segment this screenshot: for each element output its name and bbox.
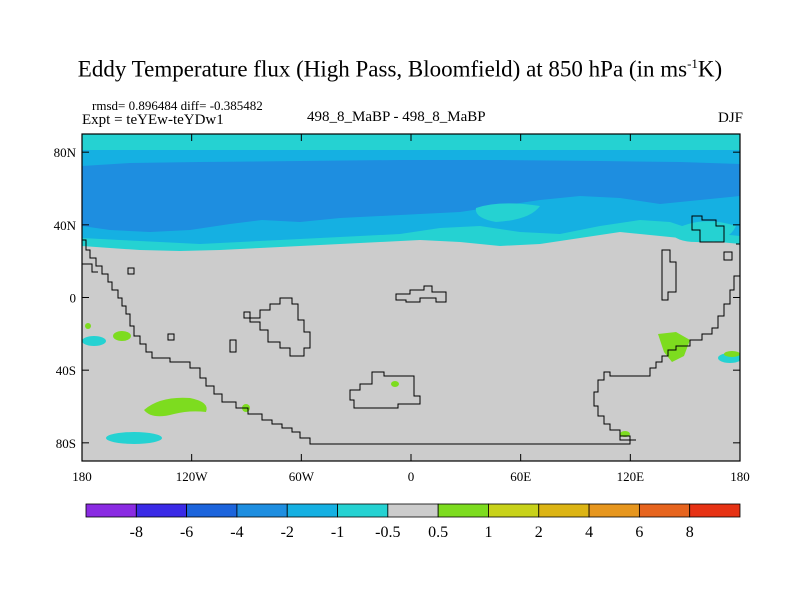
stats-label: rmsd= 0.896484 diff= -0.385482 xyxy=(92,98,263,113)
lon-tick-label: 60W xyxy=(289,469,315,484)
colorbar-swatch xyxy=(186,503,238,518)
colorbar-swatch xyxy=(488,503,540,518)
colorbar-swatch xyxy=(689,503,741,518)
lon-tick-label: 120E xyxy=(617,469,645,484)
patch-weak-north xyxy=(475,203,540,222)
band-strong-north xyxy=(82,160,740,232)
colorbar-swatch xyxy=(236,503,288,518)
latitude-axis: 80N 40N 0 40S 80S xyxy=(54,145,740,451)
colorbar-swatch xyxy=(135,503,188,518)
patch-pos-atlantic xyxy=(391,381,399,387)
colorbar-label: 8 xyxy=(686,524,694,541)
coast-east-box xyxy=(691,215,725,243)
coast-island-3 xyxy=(229,339,237,353)
colorbar-swatch xyxy=(437,503,489,518)
colorbar-swatch xyxy=(588,503,640,518)
coast-west-lower xyxy=(82,263,98,273)
colorbar-label: 1 xyxy=(484,524,492,541)
map-field xyxy=(82,134,740,461)
patch-weak-sw xyxy=(82,336,106,346)
colorbar-swatch xyxy=(85,503,137,518)
coastlines xyxy=(82,215,740,445)
lat-tick-label: 80S xyxy=(56,436,76,451)
colorbar-label: 4 xyxy=(585,524,593,541)
title-superscript: -1 xyxy=(687,56,698,71)
colorbar-label: 0.5 xyxy=(428,524,448,541)
coast-island-2 xyxy=(167,333,175,341)
title-text: Eddy Temperature flux (High Pass, Bloomf… xyxy=(77,56,688,82)
title-text-end: K) xyxy=(697,56,723,82)
colorbar-label: -6 xyxy=(180,524,193,541)
colorbar: -8 -6 -4 -2 -1 -0.5 0.5 1 2 4 6 8 xyxy=(85,503,741,541)
colorbar-swatch xyxy=(286,503,338,518)
colorbar-label: -0.5 xyxy=(375,524,400,541)
colorbar-label: -1 xyxy=(331,524,344,541)
colorbar-swatch xyxy=(538,503,590,518)
chart-title: Eddy Temperature flux (High Pass, Bloomf… xyxy=(0,56,800,83)
patch-pos-south-pacific xyxy=(144,397,207,417)
lat-tick-label: 40N xyxy=(54,218,77,233)
patch-weak-south xyxy=(106,432,162,444)
lon-tick-label: 180 xyxy=(72,469,92,484)
colorbar-label: -8 xyxy=(130,524,143,541)
longitude-axis: 180 120W 60W 0 60E 120E 180 xyxy=(72,134,750,484)
colorbar-swatch xyxy=(387,503,439,518)
colorbar-label: -4 xyxy=(230,524,243,541)
coast-central-island xyxy=(243,297,311,357)
coast-island-1 xyxy=(127,267,135,275)
lon-tick-label: 60E xyxy=(510,469,531,484)
lat-tick-label: 80N xyxy=(54,145,77,160)
colorbar-label: 2 xyxy=(535,524,543,541)
coast-atlantic-island xyxy=(349,371,421,409)
lon-tick-label: 0 xyxy=(408,469,415,484)
lat-tick-label: 0 xyxy=(70,291,77,306)
season-label: DJF xyxy=(717,110,743,126)
colorbar-swatch xyxy=(337,503,389,518)
lon-tick-label: 180 xyxy=(730,469,750,484)
lon-tick-label: 120W xyxy=(176,469,209,484)
coast-west xyxy=(82,239,740,445)
patch-pos-west xyxy=(85,323,91,329)
coast-east-strip xyxy=(723,251,733,261)
experiment-label: Expt = teYEw-teYDw1 xyxy=(82,112,224,128)
patch-pos-australia xyxy=(658,332,690,362)
patch-pos-east xyxy=(724,351,740,357)
coast-antarctic-east xyxy=(619,436,636,441)
comparison-label: 498_8_MaBP - 498_8_MaBP xyxy=(307,109,486,125)
colorbar-label: -2 xyxy=(281,524,294,541)
colorbar-label: 6 xyxy=(635,524,643,541)
coast-equator-island xyxy=(395,285,447,303)
patch-pos-southwest xyxy=(113,331,131,341)
lat-tick-label: 40S xyxy=(56,363,76,378)
coast-east-block xyxy=(661,249,677,301)
colorbar-swatch xyxy=(638,503,691,518)
